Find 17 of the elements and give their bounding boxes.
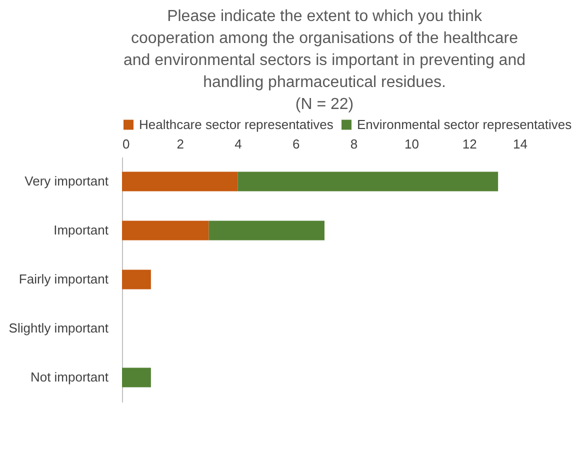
legend-label: Healthcare sector representatives xyxy=(139,116,334,132)
x-tick-label: 10 xyxy=(404,136,420,152)
y-tick-label: Not important xyxy=(30,370,109,384)
chart-title: Please indicate the extent to which you think cooperation among the organisations of the healthcare and environmental sectors is important in preventing and handling pharmaceutical residues. xyxy=(124,8,526,91)
chart-subtitle: (N = 22) xyxy=(295,96,354,113)
x-tick-label: 0 xyxy=(122,136,130,152)
y-tick-label: Important xyxy=(54,222,109,238)
x-tick-label: 14 xyxy=(513,136,528,152)
x-tick-label: 4 xyxy=(234,136,242,152)
x-tick-label: 6 xyxy=(292,136,300,152)
x-tick-label: 8 xyxy=(350,136,358,152)
y-tick-label: Slightly important xyxy=(8,320,109,336)
legend-label: Environmental sector representatives xyxy=(357,116,572,132)
x-tick-label: 2 xyxy=(176,136,184,152)
y-tick-label: Fairly important xyxy=(18,272,109,286)
x-tick-label: 12 xyxy=(462,136,477,152)
y-tick-label: Very important xyxy=(24,174,109,188)
